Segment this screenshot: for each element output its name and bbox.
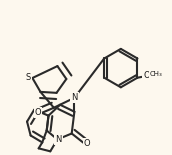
Text: O: O xyxy=(35,108,41,117)
Text: CH₃: CH₃ xyxy=(150,71,163,77)
Text: O: O xyxy=(143,71,150,80)
Text: N: N xyxy=(55,135,62,144)
Text: S: S xyxy=(26,73,31,82)
Text: O: O xyxy=(84,139,91,148)
Text: N: N xyxy=(71,93,78,102)
